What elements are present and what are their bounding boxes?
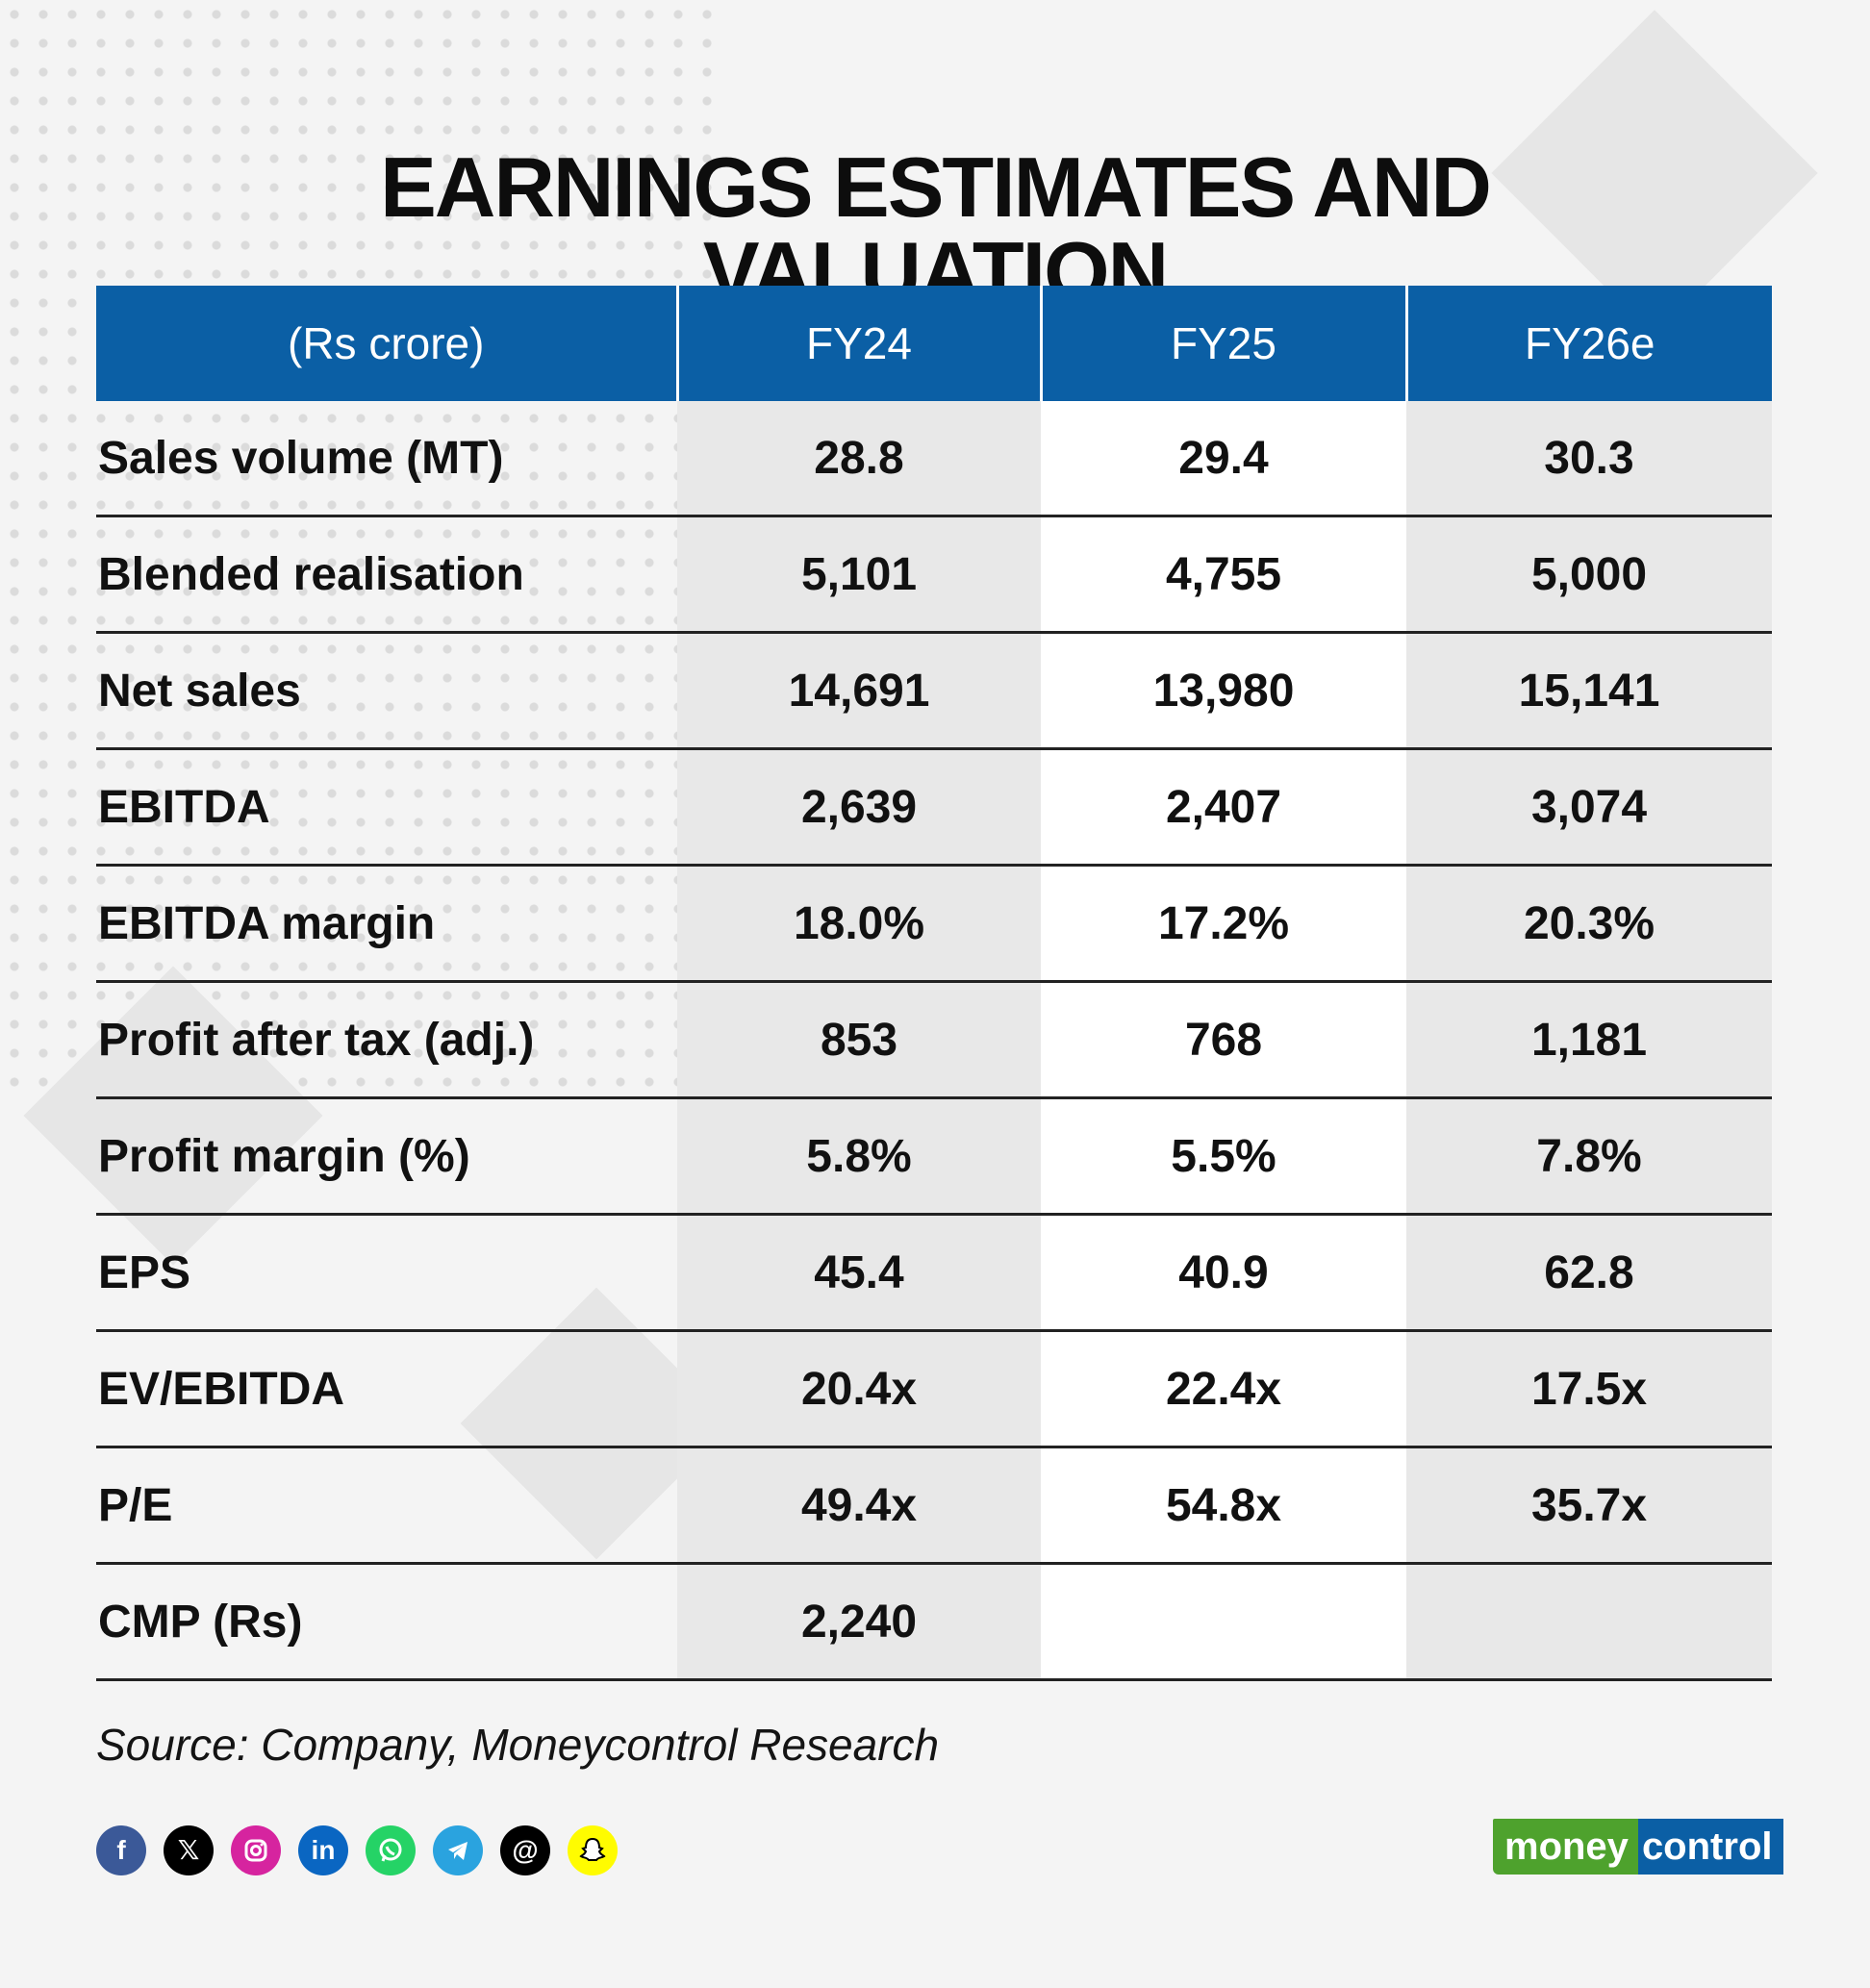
value-cell: 3,074 — [1406, 748, 1772, 867]
value-cell: 35.7x — [1406, 1447, 1772, 1565]
value-cell: 15,141 — [1406, 632, 1772, 750]
linkedin-icon[interactable]: in — [298, 1825, 348, 1875]
value-cell: 20.4x — [677, 1330, 1041, 1448]
table-row: Profit margin (%) 5.8% 5.5% 7.8% — [96, 1097, 1772, 1216]
header-unit: (Rs crore) — [96, 286, 677, 401]
table-row: CMP (Rs) 2,240 — [96, 1563, 1772, 1681]
value-cell: 13,980 — [1041, 632, 1406, 750]
value-cell: 5.8% — [677, 1097, 1041, 1216]
value-cell: 5,101 — [677, 516, 1041, 634]
table-row: Blended realisation 5,101 4,755 5,000 — [96, 516, 1772, 634]
table-row: EBITDA margin 18.0% 17.2% 20.3% — [96, 865, 1772, 983]
value-cell — [1406, 1563, 1772, 1681]
value-cell: 28.8 — [677, 401, 1041, 517]
moneycontrol-logo: money control — [1493, 1819, 1784, 1875]
value-cell: 768 — [1041, 981, 1406, 1099]
threads-icon[interactable]: @ — [500, 1825, 550, 1875]
value-cell: 2,407 — [1041, 748, 1406, 867]
value-cell: 14,691 — [677, 632, 1041, 750]
header-fy25: FY25 — [1039, 286, 1406, 401]
value-cell — [1041, 1563, 1406, 1681]
table-row: P/E 49.4x 54.8x 35.7x — [96, 1447, 1772, 1565]
x-icon[interactable]: 𝕏 — [164, 1825, 214, 1875]
row-label: EPS — [96, 1214, 677, 1332]
header-fy26e: FY26e — [1404, 286, 1772, 401]
table-row: EBITDA 2,639 2,407 3,074 — [96, 748, 1772, 867]
value-cell: 1,181 — [1406, 981, 1772, 1099]
value-cell: 17.2% — [1041, 865, 1406, 983]
row-label: EV/EBITDA — [96, 1330, 677, 1448]
whatsapp-icon[interactable] — [366, 1825, 416, 1875]
row-label: Net sales — [96, 632, 677, 750]
value-cell: 4,755 — [1041, 516, 1406, 634]
value-cell: 17.5x — [1406, 1330, 1772, 1448]
value-cell: 49.4x — [677, 1447, 1041, 1565]
value-cell: 40.9 — [1041, 1214, 1406, 1332]
value-cell: 2,639 — [677, 748, 1041, 867]
instagram-icon[interactable] — [231, 1825, 281, 1875]
value-cell: 62.8 — [1406, 1214, 1772, 1332]
logo-part-money: money — [1493, 1819, 1638, 1875]
header-fy24: FY24 — [675, 286, 1041, 401]
source-note: Source: Company, Moneycontrol Research — [96, 1720, 940, 1770]
page-title: EARNINGS ESTIMATES AND VALUATION — [0, 138, 1870, 315]
value-cell: 54.8x — [1041, 1447, 1406, 1565]
table-row: EPS 45.4 40.9 62.8 — [96, 1214, 1772, 1332]
table-row: Net sales 14,691 13,980 15,141 — [96, 632, 1772, 750]
row-label: EBITDA — [96, 748, 677, 867]
value-cell: 22.4x — [1041, 1330, 1406, 1448]
table-row: EV/EBITDA 20.4x 22.4x 17.5x — [96, 1330, 1772, 1448]
value-cell: 5,000 — [1406, 516, 1772, 634]
value-cell: 20.3% — [1406, 865, 1772, 983]
row-label: Profit margin (%) — [96, 1097, 677, 1216]
title-line-1: EARNINGS ESTIMATES AND — [380, 138, 1492, 235]
row-label: Blended realisation — [96, 516, 677, 634]
value-cell: 7.8% — [1406, 1097, 1772, 1216]
value-cell: 5.5% — [1041, 1097, 1406, 1216]
value-cell: 2,240 — [677, 1563, 1041, 1681]
telegram-icon[interactable] — [433, 1825, 483, 1875]
value-cell: 18.0% — [677, 865, 1041, 983]
earnings-table: (Rs crore) FY24 FY25 FY26e Sales volume … — [96, 286, 1772, 1681]
table-row: Profit after tax (adj.) 853 768 1,181 — [96, 981, 1772, 1099]
value-cell: 30.3 — [1406, 401, 1772, 517]
row-label: P/E — [96, 1447, 677, 1565]
snapchat-icon[interactable] — [568, 1825, 618, 1875]
row-label: Sales volume (MT) — [96, 401, 677, 517]
table-row: Sales volume (MT) 28.8 29.4 30.3 — [96, 401, 1772, 517]
value-cell: 29.4 — [1041, 401, 1406, 517]
table-header-row: (Rs crore) FY24 FY25 FY26e — [96, 286, 1772, 401]
value-cell: 45.4 — [677, 1214, 1041, 1332]
row-label: CMP (Rs) — [96, 1563, 677, 1681]
logo-part-control: control — [1637, 1819, 1784, 1875]
facebook-icon[interactable]: f — [96, 1825, 146, 1875]
row-label: Profit after tax (adj.) — [96, 981, 677, 1099]
value-cell: 853 — [677, 981, 1041, 1099]
row-label: EBITDA margin — [96, 865, 677, 983]
